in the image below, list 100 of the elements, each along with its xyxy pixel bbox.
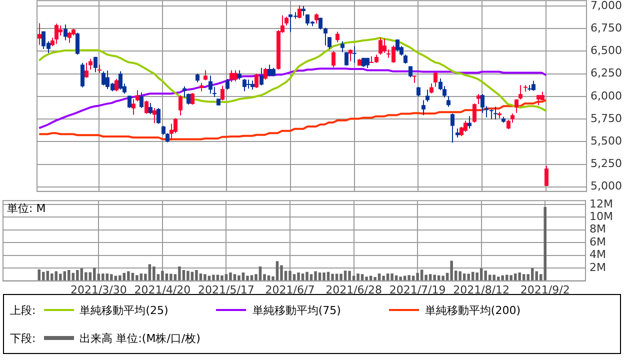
candlestick (58, 24, 62, 36)
bar (442, 276, 444, 281)
y-tick-label: 7,000 (590, 0, 622, 12)
candlestick (408, 66, 412, 78)
candlestick (422, 100, 426, 116)
candlestick (544, 165, 548, 186)
y-tick-label: 6,750 (590, 21, 622, 34)
bar (238, 275, 240, 281)
bar (84, 272, 88, 281)
candlestick (132, 98, 136, 116)
candlestick (332, 50, 336, 68)
bar (348, 270, 351, 281)
candlestick (148, 102, 152, 115)
candlestick (190, 92, 194, 106)
candlestick (80, 62, 84, 88)
bar (314, 271, 317, 281)
bar (204, 274, 206, 281)
bar (306, 272, 308, 281)
candlestick (518, 84, 522, 100)
bar (467, 274, 470, 281)
bar (382, 276, 385, 281)
candlestick (298, 4, 302, 19)
legend-title: 下段: (10, 330, 36, 346)
candlestick (480, 94, 484, 114)
candlestick (118, 70, 122, 90)
bar (161, 270, 164, 281)
candlestick (260, 67, 264, 86)
candlestick (324, 27, 328, 46)
candlestick (98, 64, 102, 74)
bar (331, 274, 334, 281)
bar (220, 275, 224, 281)
y-tick-label: 5,500 (590, 134, 622, 148)
bar (535, 271, 538, 281)
candlestick (434, 72, 438, 88)
legend-title: 上段: (10, 302, 36, 318)
legend-label: 単純移動平均(200) (424, 302, 520, 318)
legend-label: 出来高 単位:(M株/口/枚) (80, 330, 200, 346)
candlestick (128, 95, 132, 109)
candlestick (528, 84, 532, 92)
bar (433, 274, 436, 281)
bar (170, 274, 172, 281)
candlestick (144, 100, 148, 114)
x-tick-label: 2021/3/30 (70, 283, 127, 296)
candlestick (152, 108, 156, 124)
bar (374, 276, 376, 281)
bar (246, 276, 249, 281)
candlestick (178, 94, 182, 116)
bar (340, 274, 342, 281)
bar (50, 273, 54, 281)
candlestick (524, 84, 528, 92)
y-tick-label: 5,750 (590, 112, 622, 125)
candlestick (140, 92, 144, 109)
bar (280, 265, 283, 281)
candlestick (430, 82, 434, 94)
candlestick (352, 46, 356, 64)
bar (297, 272, 300, 281)
candlestick (314, 12, 318, 24)
candlestick (494, 106, 498, 120)
bar (450, 260, 453, 281)
bar (110, 274, 113, 281)
candlestick (68, 31, 72, 44)
candlestick (204, 70, 208, 81)
candlestick (254, 73, 258, 88)
bar (186, 270, 190, 281)
candlestick (238, 70, 242, 80)
candlestick (416, 86, 420, 97)
x-tick-label: 2021/7/19 (389, 283, 446, 296)
candlestick (378, 37, 382, 56)
bar (322, 272, 326, 281)
candlestick (114, 78, 118, 92)
candlestick (208, 75, 212, 94)
bar (152, 266, 156, 281)
y-tick-label: 5,250 (590, 157, 622, 170)
candlestick (446, 96, 450, 108)
y-tick-label: 6,500 (590, 44, 622, 58)
x-tick-label: 2021/9/2 (520, 283, 570, 296)
candlestick (54, 23, 58, 44)
y-tick-label: 5,000 (590, 180, 622, 193)
bar (118, 275, 122, 281)
x-tick-label: 2021/6/28 (326, 283, 382, 296)
candlestick (264, 67, 268, 80)
y-tick-label: 6,250 (590, 66, 622, 80)
candlestick (84, 62, 88, 78)
y-tick-label: 2M (590, 260, 606, 274)
y-tick-label: 10M (590, 210, 614, 224)
annotation: 単位: M (7, 202, 46, 215)
bar (102, 273, 104, 281)
candlestick (230, 70, 234, 82)
bar (127, 271, 130, 281)
bar (492, 274, 496, 281)
x-tick-label: 2021/6/7 (265, 283, 315, 296)
candlestick (472, 103, 476, 124)
bar (93, 268, 96, 281)
candlestick (336, 31, 340, 43)
candlestick (476, 94, 480, 105)
bar (68, 270, 70, 281)
candlestick (268, 64, 272, 77)
bar (229, 272, 232, 281)
candlestick (514, 98, 518, 114)
bar (288, 270, 292, 281)
